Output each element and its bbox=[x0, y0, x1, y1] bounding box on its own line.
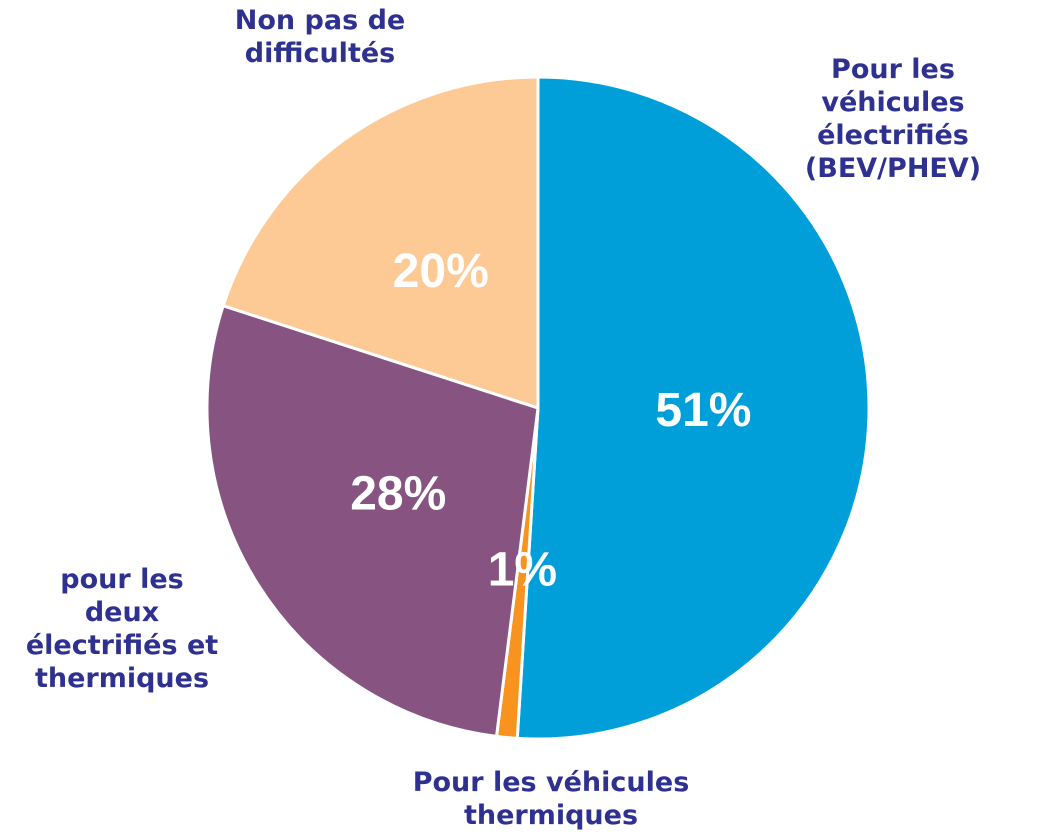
category-label: Pour les véhicules électrifiés (BEV/PHEV… bbox=[804, 54, 982, 184]
value-label: 28% bbox=[350, 467, 446, 520]
category-label: pour les deux électrifiés et thermiques bbox=[25, 564, 219, 694]
category-label: Pour les véhicules thermiques bbox=[412, 767, 690, 831]
pie-slice bbox=[221, 75, 540, 410]
value-label: 51% bbox=[655, 384, 751, 437]
category-label: Non pas de difficultés bbox=[234, 5, 406, 69]
value-label: 1% bbox=[488, 543, 557, 596]
value-label: 20% bbox=[393, 245, 489, 298]
pie-slice bbox=[515, 75, 871, 741]
pie-slice bbox=[205, 304, 540, 738]
